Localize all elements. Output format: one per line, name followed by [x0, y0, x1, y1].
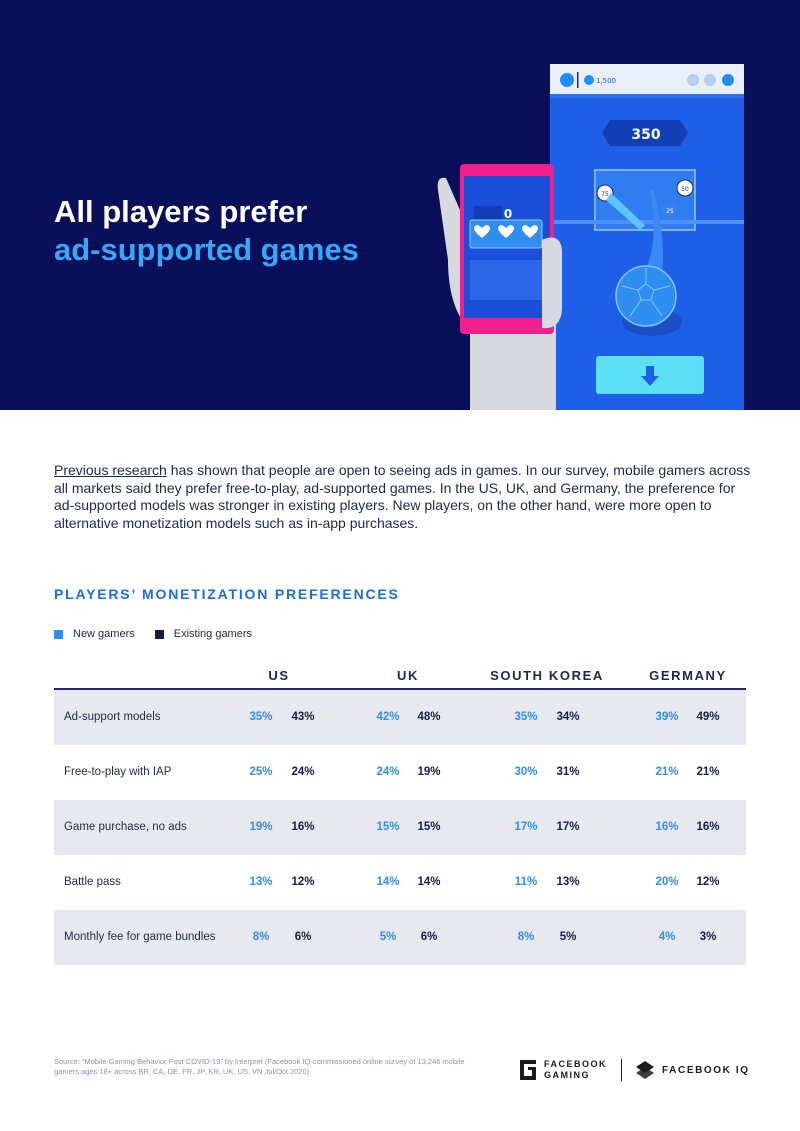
- value-new: 4%: [658, 931, 676, 943]
- facebook-iq-text: FACEBOOK IQ: [662, 1064, 750, 1076]
- value-existing: 24%: [291, 766, 315, 778]
- legend-item-existing: Existing gamers: [154, 628, 253, 640]
- value-new: 13%: [249, 876, 273, 888]
- game-score: 350: [631, 127, 660, 143]
- svg-text:75: 75: [601, 191, 609, 198]
- market-header-uk: UK: [397, 668, 419, 683]
- table-row: Monthly fee for game bundles 8% 6% 5% 6%…: [54, 910, 746, 965]
- value-new: 21%: [655, 766, 679, 778]
- intro-text: has shown that people are open to seeing…: [54, 462, 751, 531]
- logo-divider: [621, 1059, 623, 1081]
- value-existing: 6%: [420, 931, 438, 943]
- source-note: Source: “Mobile Gaming Behavior Post COV…: [54, 1057, 465, 1076]
- heart-icon: [522, 225, 538, 238]
- value-new: 30%: [514, 766, 538, 778]
- row-label: Monthly fee for game bundles: [64, 931, 216, 943]
- facebook-iq-icon: [636, 1061, 655, 1079]
- value-existing: 19%: [417, 766, 441, 778]
- value-new: 8%: [252, 931, 270, 943]
- section-title: PLAYERS’ MONETIZATION PREFERENCES: [54, 586, 400, 602]
- value-existing: 48%: [417, 711, 441, 723]
- value-existing: 21%: [696, 766, 720, 778]
- value-new: 35%: [249, 711, 273, 723]
- target-25: [662, 202, 678, 218]
- facebook-gaming-line2: GAMING: [544, 1070, 590, 1080]
- intro-paragraph: Previous research has shown that people …: [54, 462, 754, 532]
- mobile-game-illustration: 1,500 350 75 50 25: [437, 64, 744, 410]
- hero-banner: All players prefer ad-supported games 1,…: [0, 0, 800, 410]
- facebook-iq-logo: FACEBOOK IQ: [636, 1061, 750, 1079]
- soccer-ball-icon: [615, 265, 677, 327]
- value-existing: 6%: [294, 931, 312, 943]
- value-new: 8%: [517, 931, 535, 943]
- table-header: US UK SOUTH KOREA GERMANY: [54, 662, 746, 690]
- phone-score: 0: [504, 207, 512, 221]
- hero-title: All players prefer ad-supported games: [54, 193, 359, 269]
- value-new: 17%: [514, 821, 538, 833]
- target-50: [676, 179, 694, 197]
- row-label: Battle pass: [64, 876, 121, 888]
- value-new: 15%: [376, 821, 400, 833]
- down-arrow-icon: [641, 366, 659, 386]
- value-existing: 3%: [699, 931, 717, 943]
- table-row: Battle pass 13% 12% 14% 14% 11% 13% 20% …: [54, 855, 746, 910]
- facebook-gaming-icon: [520, 1060, 536, 1080]
- value-existing: 34%: [556, 711, 580, 723]
- value-new: 20%: [655, 876, 679, 888]
- market-header-south-korea: SOUTH KOREA: [490, 668, 604, 683]
- value-existing: 15%: [417, 821, 441, 833]
- value-new: 39%: [655, 711, 679, 723]
- table-row: Ad-support models 35% 43% 42% 48% 35% 34…: [54, 690, 746, 745]
- svg-text:25: 25: [666, 208, 674, 215]
- value-existing: 12%: [696, 876, 720, 888]
- value-existing: 31%: [556, 766, 580, 778]
- legend-swatch-existing: [154, 629, 164, 639]
- value-existing: 49%: [696, 711, 720, 723]
- legend-item-new: New gamers: [54, 628, 135, 640]
- footer-logos: FACEBOOK GAMING FACEBOOK IQ: [520, 1057, 750, 1083]
- row-label: Game purchase, no ads: [64, 821, 187, 833]
- coin-count: 1,500: [596, 77, 616, 85]
- table-row: Free-to-play with IAP 25% 24% 24% 19% 30…: [54, 745, 746, 800]
- value-existing: 43%: [291, 711, 315, 723]
- market-header-us: US: [268, 668, 290, 683]
- value-new: 11%: [514, 876, 538, 888]
- preferences-table: US UK SOUTH KOREA GERMANY Ad-support mod…: [54, 662, 746, 965]
- previous-research-link[interactable]: Previous research: [54, 462, 167, 478]
- value-new: 14%: [376, 876, 400, 888]
- svg-text:50: 50: [681, 186, 689, 193]
- value-existing: 5%: [559, 931, 577, 943]
- value-new: 19%: [249, 821, 273, 833]
- value-existing: 14%: [417, 876, 441, 888]
- row-label: Free-to-play with IAP: [64, 766, 172, 778]
- hero-title-line1: All players prefer: [54, 194, 308, 229]
- table-row: Game purchase, no ads 19% 16% 15% 15% 17…: [54, 800, 746, 855]
- heart-icon: [498, 225, 514, 238]
- value-existing: 13%: [556, 876, 580, 888]
- value-new: 16%: [655, 821, 679, 833]
- facebook-gaming-line1: FACEBOOK: [544, 1059, 608, 1069]
- heart-icon: [474, 225, 490, 238]
- value-existing: 16%: [696, 821, 720, 833]
- value-new: 35%: [514, 711, 538, 723]
- row-label: Ad-support models: [64, 711, 161, 723]
- value-new: 42%: [376, 711, 400, 723]
- value-new: 25%: [249, 766, 273, 778]
- legend: New gamers Existing gamers: [54, 628, 272, 640]
- facebook-gaming-logo: FACEBOOK GAMING: [520, 1059, 607, 1081]
- value-existing: 12%: [291, 876, 315, 888]
- hero-title-line2: ad-supported games: [54, 232, 359, 267]
- value-existing: 16%: [291, 821, 315, 833]
- legend-label-new: New gamers: [73, 628, 135, 640]
- value-existing: 17%: [556, 821, 580, 833]
- value-new: 5%: [379, 931, 397, 943]
- market-header-germany: GERMANY: [649, 668, 727, 683]
- legend-label-existing: Existing gamers: [173, 628, 253, 640]
- value-new: 24%: [376, 766, 400, 778]
- legend-swatch-new: [54, 629, 63, 639]
